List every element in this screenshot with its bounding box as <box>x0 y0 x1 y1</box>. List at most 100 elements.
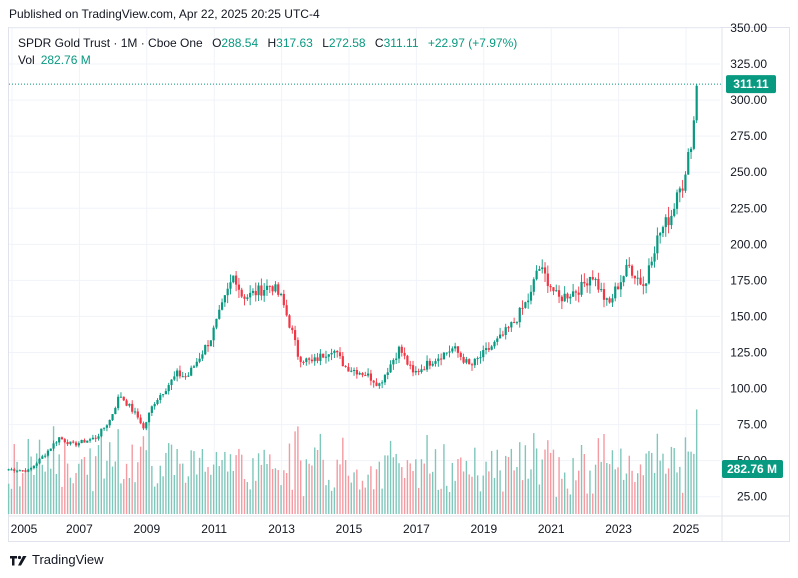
volume-bar <box>636 473 639 514</box>
volume-bar <box>651 452 653 514</box>
candle-body <box>187 375 190 377</box>
candle-body <box>386 372 389 375</box>
candle-body <box>122 396 125 401</box>
volume-bar <box>468 474 470 514</box>
candle-body <box>32 465 36 469</box>
candle-body <box>423 369 426 371</box>
y-tick-label: 275.00 <box>730 129 767 143</box>
candle-body <box>167 385 170 392</box>
volume-bar <box>628 455 630 514</box>
volume-bar <box>260 464 263 514</box>
volume-bar <box>395 453 397 514</box>
candle-body <box>510 322 513 328</box>
volume-bar <box>283 470 285 514</box>
volume-bar <box>639 464 642 514</box>
volume-bar <box>465 460 468 514</box>
volume-bar <box>493 477 496 514</box>
volume-bar <box>80 459 83 514</box>
candle-body <box>145 422 148 429</box>
x-tick-label: 2013 <box>268 522 295 536</box>
candle-body <box>389 364 392 373</box>
volume-bar <box>330 490 333 514</box>
candle-body <box>524 302 527 308</box>
x-tick-label: 2017 <box>403 522 430 536</box>
volume-bar <box>665 473 667 514</box>
y-tick-label: 125.00 <box>730 345 767 359</box>
volume-bar <box>201 449 204 514</box>
volume-bar <box>356 469 358 514</box>
candle-body <box>574 291 578 293</box>
volume-bar <box>572 457 574 514</box>
candle-body <box>204 345 207 355</box>
candle-body <box>468 359 471 365</box>
volume-bar <box>437 489 440 514</box>
candle-body <box>288 315 291 328</box>
volume-bar <box>221 459 223 514</box>
candle-body <box>341 356 344 367</box>
candle-body <box>21 470 24 472</box>
last-volume-badge <box>722 460 783 478</box>
candle-body <box>425 360 429 370</box>
candle-body <box>498 334 502 339</box>
volume-bar <box>83 457 86 514</box>
candle-body <box>347 366 350 372</box>
candle-body <box>58 437 61 443</box>
volume-bar <box>47 449 49 514</box>
volume-bar <box>165 452 167 514</box>
candle-body <box>456 346 460 353</box>
candle-body <box>29 468 33 470</box>
volume-bar <box>415 459 417 514</box>
candle-body <box>330 352 333 355</box>
candle-body <box>392 359 395 365</box>
candle-body <box>333 350 336 353</box>
candle-body <box>479 357 482 359</box>
candle-body <box>251 290 255 293</box>
volume-bar <box>592 493 594 514</box>
volume-bar <box>123 479 125 514</box>
volume-bar <box>544 449 546 514</box>
candle-body <box>451 348 454 352</box>
volume-bar <box>575 480 577 514</box>
volume-bar <box>462 471 465 514</box>
last-price-badge <box>726 75 776 94</box>
volume-bar <box>336 459 338 514</box>
volume-bar <box>182 463 184 514</box>
volume-bar <box>139 446 142 514</box>
volume-bar <box>378 461 381 514</box>
footer-brand[interactable]: TradingView <box>10 552 104 567</box>
volume-bar <box>339 464 341 514</box>
volume-bar <box>314 447 316 514</box>
symbol-label[interactable]: SPDR Gold Trust · 1M · Cboe One <box>18 36 203 50</box>
volume-bar <box>434 449 437 514</box>
candle-body <box>372 380 375 383</box>
candle-body <box>279 293 283 295</box>
x-tick-label: 2011 <box>201 522 227 536</box>
volume-bar <box>690 451 692 514</box>
volume-bar <box>443 444 445 514</box>
volume-bar <box>409 463 411 514</box>
candle-body <box>66 442 69 445</box>
volume-bar <box>373 489 375 514</box>
volume-bar <box>695 409 698 514</box>
candle-body <box>608 298 611 303</box>
vol-key: Vol <box>18 53 35 67</box>
volume-bar <box>255 480 257 514</box>
candle-body <box>692 120 695 149</box>
candle-body <box>557 290 561 297</box>
candle-body <box>549 286 552 288</box>
candle-body <box>344 366 347 368</box>
volume-bar <box>342 437 344 514</box>
candle-body <box>310 359 314 362</box>
candle-body <box>35 463 38 466</box>
volume-bar <box>535 448 538 514</box>
candle-body <box>535 270 538 280</box>
volume-bar <box>549 452 552 514</box>
volume-bar <box>580 444 583 514</box>
candle-body <box>38 458 41 464</box>
candle-body <box>302 361 305 363</box>
candle-body <box>63 439 66 443</box>
volume-bar <box>156 483 159 514</box>
candle-body <box>257 285 260 296</box>
volume-bar <box>687 451 689 514</box>
